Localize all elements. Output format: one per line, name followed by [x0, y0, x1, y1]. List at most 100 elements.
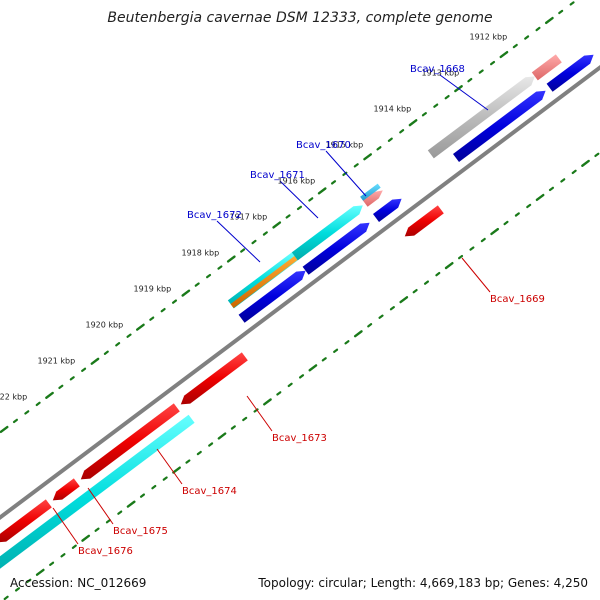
- leader-line: [461, 257, 491, 293]
- inner-tick-mark: [535, 193, 545, 202]
- inner-tick-mark: [217, 432, 227, 440]
- outer-tick-mark: [115, 342, 121, 347]
- outer-tick-mark: [569, 1, 575, 6]
- outer-tick-mark: [194, 282, 200, 287]
- leader-line: [439, 74, 489, 111]
- gene-label[interactable]: Bcav_1673: [272, 433, 327, 444]
- outer-tick-mark: [296, 205, 302, 211]
- inner-tick-mark: [94, 527, 100, 532]
- gene-label[interactable]: Bcav_1670: [296, 140, 351, 151]
- outer-tick-mark: [376, 146, 382, 151]
- outer-tick-mark: [499, 50, 509, 59]
- inner-tick-ring: [3, 152, 600, 600]
- outer-tick-mark: [12, 418, 18, 424]
- leader-line: [52, 507, 79, 545]
- outer-tick-mark: [285, 214, 291, 219]
- inner-tick-mark: [287, 382, 293, 388]
- leader-line: [87, 487, 114, 525]
- inner-tick-mark: [230, 425, 236, 430]
- cds-bcav-1668-lower: [546, 54, 594, 92]
- inner-tick-mark: [389, 306, 395, 311]
- inner-tick-mark: [105, 519, 111, 524]
- outer-tick-mark: [408, 119, 418, 127]
- inner-tick-mark: [412, 288, 418, 294]
- outer-tick-mark: [544, 16, 554, 25]
- inner-tick-mark: [35, 568, 45, 576]
- tick-label: 1915 kbp: [325, 141, 363, 150]
- inner-tick-mark: [469, 246, 475, 251]
- cds-bcav-1676a: [0, 499, 52, 543]
- inner-tick-mark: [367, 323, 373, 328]
- outer-tick-mark: [330, 180, 337, 185]
- inner-tick-mark: [378, 314, 384, 319]
- inner-tick-mark: [208, 442, 214, 447]
- outer-tick-mark: [135, 323, 145, 331]
- gene-label[interactable]: Bcav_1675: [113, 526, 168, 537]
- inner-tick-mark: [399, 296, 409, 304]
- inner-tick-mark: [81, 534, 91, 542]
- inner-tick-mark: [444, 262, 454, 270]
- tick-label: 1914 kbp: [373, 105, 411, 114]
- tick-label: 1916 kbp: [277, 177, 315, 186]
- inner-tick-mark: [60, 553, 66, 558]
- outer-tick-mark: [160, 307, 166, 313]
- outer-tick-mark: [217, 265, 223, 270]
- inner-tick-mark: [126, 500, 136, 508]
- inner-tick-mark: [26, 578, 32, 584]
- outer-tick-mark: [421, 112, 427, 117]
- leader-line: [216, 220, 261, 263]
- inner-tick-mark: [14, 587, 21, 592]
- outer-tick-mark: [0, 425, 9, 434]
- gene-label[interactable]: Bcav_1671: [250, 170, 305, 181]
- map-title: Beutenbergia cavernae DSM 12333, complet…: [107, 10, 493, 26]
- cds-bcav-1670: [373, 198, 402, 222]
- feature-light-blue: [360, 183, 381, 201]
- outer-tick-mark: [490, 60, 496, 66]
- genome-backbone: [0, 64, 600, 520]
- feature-pink: [531, 54, 562, 81]
- tick-label: 1922 kbp: [0, 393, 27, 402]
- inner-tick-mark: [594, 152, 600, 158]
- inner-tick-mark: [581, 159, 590, 167]
- outer-tick-mark: [558, 9, 564, 15]
- inner-tick-mark: [185, 459, 191, 464]
- inner-tick-mark: [276, 391, 282, 396]
- outer-tick-mark: [535, 26, 541, 32]
- cds-bcav-1672: [238, 270, 306, 323]
- inner-tick-mark: [560, 178, 566, 183]
- outer-tick-mark: [226, 255, 236, 263]
- tick-label: 1912 kbp: [469, 33, 507, 42]
- gene-label[interactable]: Bcav_1668: [410, 64, 465, 75]
- cds-bcav-1668-upper: [453, 90, 546, 162]
- leader-line: [246, 395, 273, 432]
- inner-tick-mark: [353, 330, 363, 338]
- leader-line: [156, 448, 183, 485]
- outer-tick-mark: [262, 231, 268, 236]
- genome-summary-text: Topology: circular; Length: 4,669,183 bp…: [258, 576, 588, 590]
- gene-label[interactable]: Bcav_1676: [78, 546, 133, 557]
- inner-tick-mark: [344, 340, 350, 345]
- inner-tick-mark: [458, 254, 464, 260]
- tick-label: 1917 kbp: [229, 213, 267, 222]
- outer-tick-mark: [35, 401, 41, 407]
- outer-tick-mark: [399, 129, 405, 134]
- gene-label[interactable]: Bcav_1669: [490, 294, 545, 305]
- leader-line: [279, 180, 319, 219]
- inner-tick-mark: [548, 186, 554, 192]
- outer-tick-mark: [58, 384, 64, 390]
- inner-tick-mark: [321, 357, 327, 362]
- tick-label: 1913 kbp: [421, 69, 459, 78]
- inner-tick-mark: [514, 212, 520, 217]
- outer-tick-mark: [81, 367, 87, 372]
- inner-tick-mark: [3, 595, 9, 600]
- outer-tick-mark: [512, 43, 518, 49]
- gene-label[interactable]: Bcav_1674: [182, 486, 237, 497]
- inner-tick-mark: [196, 450, 202, 456]
- outer-tick-mark: [171, 299, 178, 304]
- inner-tick-mark: [242, 416, 248, 422]
- gene-label[interactable]: Bcav_1672: [187, 210, 242, 221]
- inner-tick-mark: [151, 484, 157, 490]
- outer-tick-mark: [103, 350, 109, 355]
- inner-tick-mark: [435, 271, 441, 277]
